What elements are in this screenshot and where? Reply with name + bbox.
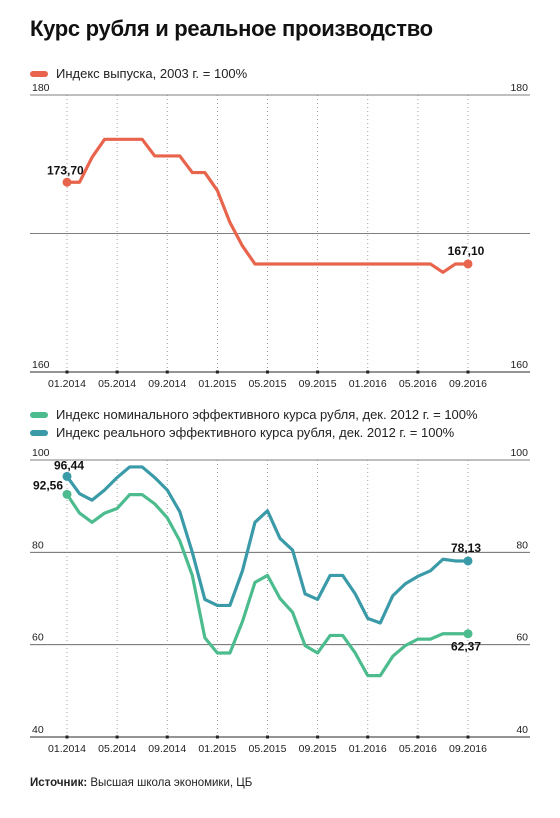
output-x-tick-label: 09.2014	[148, 378, 186, 390]
output-series-0-end-point	[463, 259, 473, 269]
legend-label-nominal: Индекс номинального эффективного курса р…	[56, 407, 478, 422]
output-x-tick-mark	[416, 370, 420, 374]
rates-y-tick-label-right: 40	[516, 724, 528, 736]
rates-x-tick-mark	[165, 735, 169, 739]
legend-nominal: Индекс номинального эффективного курса р…	[30, 407, 478, 422]
output-series-line-0	[65, 137, 470, 274]
output-x-tick-mark	[266, 370, 269, 374]
rates-x-tick-mark	[65, 735, 69, 739]
rates-series-1-end-point	[463, 556, 473, 566]
legend-real: Индекс реального эффективного курса рубл…	[30, 425, 454, 440]
chart-title: Курс рубля и реальное производство	[30, 16, 433, 41]
rates-y-tick-label-right: 100	[510, 447, 528, 459]
rates-y-tick-label-left: 60	[32, 632, 44, 644]
rates-series-0-end-point	[463, 629, 473, 639]
rates-y-tick-label-left: 80	[32, 539, 44, 551]
rates-x-tick-label: 01.2016	[349, 743, 387, 755]
rates-y-tick-label-right: 80	[516, 539, 528, 551]
rates-x-tick-label: 01.2015	[198, 743, 236, 755]
legend-output: Индекс выпуска, 2003 г. = 100%	[30, 66, 247, 81]
output-x-tick-label: 09.2016	[449, 378, 487, 390]
source-note: Источник: Высшая школа экономики, ЦБ	[30, 777, 252, 789]
output-x-tick-label: 09.2015	[299, 378, 337, 390]
rates-x-tick-mark	[366, 735, 370, 739]
rates-series-line-1	[65, 465, 470, 625]
rates-x-tick-mark	[215, 735, 219, 739]
output-x-tick-label: 01.2014	[48, 378, 86, 390]
rates-series-1-end-label: 78,13	[451, 541, 481, 555]
rates-series-1-start-point	[62, 471, 72, 481]
rates-series-1-start-label: 96,44	[54, 458, 84, 472]
output-x-tick-label: 01.2015	[198, 378, 236, 390]
rates-x-tick-label: 09.2014	[148, 743, 186, 755]
rates-x-tick-label: 05.2016	[399, 743, 437, 755]
output-y-tick-label-right: 180	[510, 82, 528, 94]
output-x-tick-mark	[466, 370, 470, 374]
output-x-tick-label: 05.2014	[98, 378, 136, 390]
output-x-tick-mark	[366, 370, 370, 374]
rates-x-tick-label: 05.2015	[249, 743, 287, 755]
rates-x-tick-label: 01.2014	[48, 743, 86, 755]
rates-series-0-start-point	[62, 489, 72, 499]
output-x-tick-mark	[115, 370, 119, 374]
rates-x-tick-label: 09.2015	[299, 743, 337, 755]
legend-swatch-output	[30, 70, 48, 77]
rates-x-tick-mark	[416, 735, 420, 739]
rates-series-0-start-label: 92,56	[33, 478, 63, 492]
legend-swatch-nominal	[30, 411, 48, 418]
output-series-0-end-label: 167,10	[448, 244, 485, 258]
output-series-0-start-point	[62, 177, 72, 187]
output-x-tick-mark	[165, 370, 169, 374]
output-x-tick-mark	[316, 370, 320, 374]
rates-x-tick-label: 05.2014	[98, 743, 136, 755]
output-x-tick-label: 01.2016	[349, 378, 387, 390]
output-x-tick-mark	[215, 370, 219, 374]
rates-y-tick-label-left: 40	[32, 724, 44, 736]
output-series-0-start-label: 173,70	[47, 163, 84, 177]
rates-series-0-end-label: 62,37	[451, 640, 481, 654]
legend-label-output: Индекс выпуска, 2003 г. = 100%	[56, 66, 248, 81]
legend-label-real: Индекс реального эффективного курса рубл…	[56, 425, 455, 440]
output-x-tick-mark	[65, 370, 69, 374]
rates-x-tick-mark	[466, 735, 470, 739]
output-y-tick-label-right: 160	[510, 359, 528, 371]
output-y-tick-label-left: 180	[32, 82, 50, 94]
source-label: Источник:	[30, 777, 88, 789]
rates-y-tick-label-right: 60	[516, 632, 528, 644]
rates-x-tick-mark	[316, 735, 320, 739]
output-x-tick-label: 05.2015	[249, 378, 287, 390]
rates-y-tick-label-left: 100	[32, 447, 50, 459]
rates-series-line-0	[65, 492, 470, 678]
source-text: Высшая школа экономики, ЦБ	[87, 777, 253, 789]
rates-x-tick-mark	[115, 735, 119, 739]
rates-x-tick-mark	[266, 735, 269, 739]
legend-swatch-real	[30, 429, 48, 436]
output-x-tick-label: 05.2016	[399, 378, 437, 390]
output-y-tick-label-left: 160	[32, 359, 50, 371]
rates-x-tick-label: 09.2016	[449, 743, 487, 755]
